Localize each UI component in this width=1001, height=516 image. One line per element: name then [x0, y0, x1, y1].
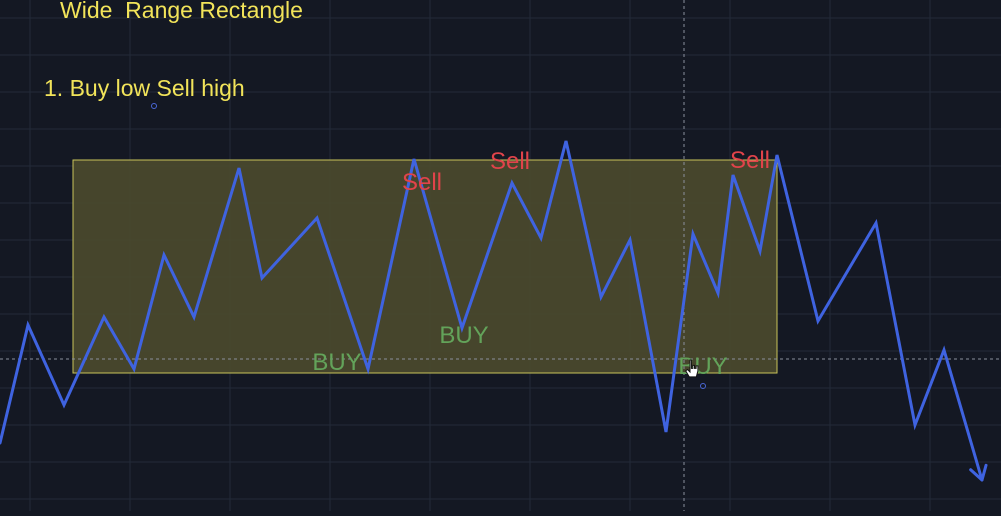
buy-label: BUY [312, 349, 361, 376]
cursor-layer [151, 103, 706, 389]
price-line [0, 140, 984, 482]
sell-label: Sell [730, 147, 770, 174]
buy-label: BUY [678, 353, 727, 380]
anchor-point-icon [700, 383, 706, 389]
price-line-arrowhead [969, 463, 988, 482]
anchor-point-icon [151, 103, 157, 109]
chart-title: Wide Range Rectangle [60, 0, 303, 23]
annotation-layer: Sell Sell Sell BUY BUY BUY [312, 147, 770, 380]
sell-label: Sell [490, 148, 530, 175]
buy-label: BUY [439, 322, 488, 349]
hand-cursor-icon [685, 359, 699, 378]
price-line-layer [0, 140, 988, 482]
sell-label: Sell [402, 169, 442, 196]
chart-subtitle: 1. Buy low Sell high [44, 75, 245, 101]
